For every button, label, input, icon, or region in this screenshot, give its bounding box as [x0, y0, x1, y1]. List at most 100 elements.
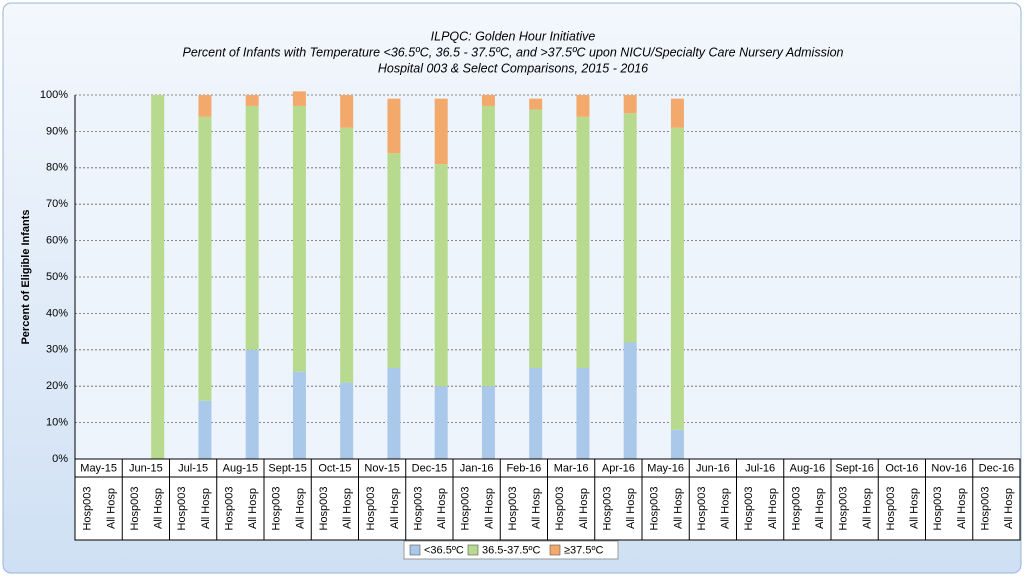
sub-tick-label: All Hosp	[247, 488, 259, 529]
x-tick-label: Dec-15	[412, 462, 447, 474]
sub-tick-label: All Hosp	[578, 488, 590, 529]
sub-tick-label: Hosp003	[790, 486, 802, 530]
x-tick-label: Aug-16	[790, 462, 825, 474]
sub-tick-label: All Hosp	[909, 488, 921, 529]
bar-segment	[198, 116, 212, 401]
sub-tick-label: Hosp003	[885, 486, 897, 530]
bar-segment	[292, 105, 306, 372]
bar-segment	[340, 382, 354, 459]
sub-tick-label: Hosp003	[696, 486, 708, 530]
sub-tick-label: Hosp003	[979, 486, 991, 530]
sub-tick-label: All Hosp	[342, 488, 354, 529]
sub-tick-label: Hosp003	[223, 486, 235, 530]
sub-tick-label: Hosp003	[271, 486, 283, 530]
sub-tick-label: All Hosp	[294, 488, 306, 529]
bar-segment	[670, 429, 684, 459]
x-tick-label: Jul-15	[178, 462, 208, 474]
sub-tick-label: All Hosp	[767, 488, 779, 529]
x-tick-label: Aug-15	[223, 462, 258, 474]
x-tick-label: Jan-16	[460, 462, 494, 474]
y-tick-label: 70%	[46, 198, 68, 210]
bar-segment	[434, 98, 448, 165]
bar-segment	[623, 95, 637, 114]
bar-segment	[198, 95, 212, 117]
sub-tick-label: All Hosp	[672, 488, 684, 529]
sub-tick-label: Hosp003	[129, 486, 141, 530]
x-tick-label: Oct-16	[885, 462, 918, 474]
x-tick-label: Jun-16	[696, 462, 730, 474]
y-tick-label: 100%	[40, 89, 68, 101]
legend-swatch	[467, 544, 479, 556]
y-tick-label: 20%	[46, 380, 68, 392]
bar-segment	[245, 95, 259, 106]
bar-segment	[576, 95, 590, 117]
bar-segment	[292, 371, 306, 459]
bar-segment	[245, 105, 259, 350]
bar-segment	[529, 98, 543, 110]
legend-swatch	[409, 544, 421, 556]
bar-segment	[387, 98, 401, 154]
bar-segment	[340, 95, 354, 128]
bar-segment	[387, 153, 401, 368]
y-tick-label: 30%	[46, 344, 68, 356]
chart-subtitle: Hospital 003 & Select Comparisons, 2015 …	[378, 61, 648, 75]
x-tick-label: Sept-15	[268, 462, 307, 474]
sub-tick-label: Hosp003	[838, 486, 850, 530]
bar-segment	[481, 95, 495, 106]
chart-title: ILPQC: Golden Hour Initiative	[431, 29, 596, 43]
bar-segment	[434, 164, 448, 387]
x-tick-label: Nov-16	[931, 462, 966, 474]
sub-tick-label: All Hosp	[436, 488, 448, 529]
bar-segment	[245, 349, 259, 459]
sub-tick-label: Hosp003	[82, 486, 94, 530]
sub-tick-label: Hosp003	[743, 486, 755, 530]
sub-tick-label: Hosp003	[554, 486, 566, 530]
y-axis-label: Percent of Eligible Infants	[20, 209, 32, 344]
y-tick-label: 90%	[46, 125, 68, 137]
x-tick-label: Apr-16	[602, 462, 635, 474]
sub-tick-label: All Hosp	[1003, 488, 1015, 529]
sub-tick-label: Hosp003	[460, 486, 472, 530]
x-tick-label: Feb-16	[506, 462, 541, 474]
bar-segment	[387, 368, 401, 459]
legend-label: <36.5ºC	[424, 544, 464, 556]
bar-segment	[434, 386, 448, 459]
sub-tick-label: All Hosp	[483, 488, 495, 529]
sub-tick-label: Hosp003	[318, 486, 330, 530]
chart-subtitle: Percent of Infants with Temperature <36.…	[182, 45, 843, 59]
sub-tick-label: Hosp003	[507, 486, 519, 530]
bar-segment	[481, 386, 495, 459]
sub-tick-label: Hosp003	[601, 486, 613, 530]
y-tick-label: 10%	[46, 417, 68, 429]
sub-tick-label: All Hosp	[200, 488, 212, 529]
x-tick-label: Jul-16	[745, 462, 775, 474]
bar-segment	[292, 91, 306, 106]
x-tick-label: May-15	[80, 462, 117, 474]
sub-tick-label: All Hosp	[861, 488, 873, 529]
x-tick-label: Dec-16	[979, 462, 1014, 474]
y-tick-label: 60%	[46, 235, 68, 247]
sub-tick-label: All Hosp	[814, 488, 826, 529]
bar-segment	[529, 368, 543, 459]
x-tick-label: May-16	[647, 462, 684, 474]
bar-segment	[340, 127, 354, 383]
bar-segment	[670, 127, 684, 430]
bar-segment	[623, 342, 637, 459]
sub-tick-label: Hosp003	[649, 486, 661, 530]
y-tick-label: 50%	[46, 271, 68, 283]
sub-tick-label: All Hosp	[956, 488, 968, 529]
sub-tick-label: Hosp003	[412, 486, 424, 530]
sub-tick-label: Hosp003	[176, 486, 188, 530]
y-tick-label: 0%	[52, 453, 68, 465]
x-tick-label: Jun-15	[129, 462, 163, 474]
y-tick-label: 40%	[46, 307, 68, 319]
sub-tick-label: All Hosp	[389, 488, 401, 529]
sub-tick-label: All Hosp	[531, 488, 543, 529]
bar-segment	[151, 95, 165, 459]
x-tick-label: Sept-16	[835, 462, 874, 474]
bar-segment	[576, 368, 590, 459]
legend-label: ≥37.5ºC	[564, 544, 603, 556]
bar-segment	[481, 105, 495, 387]
sub-tick-label: Hosp003	[932, 486, 944, 530]
